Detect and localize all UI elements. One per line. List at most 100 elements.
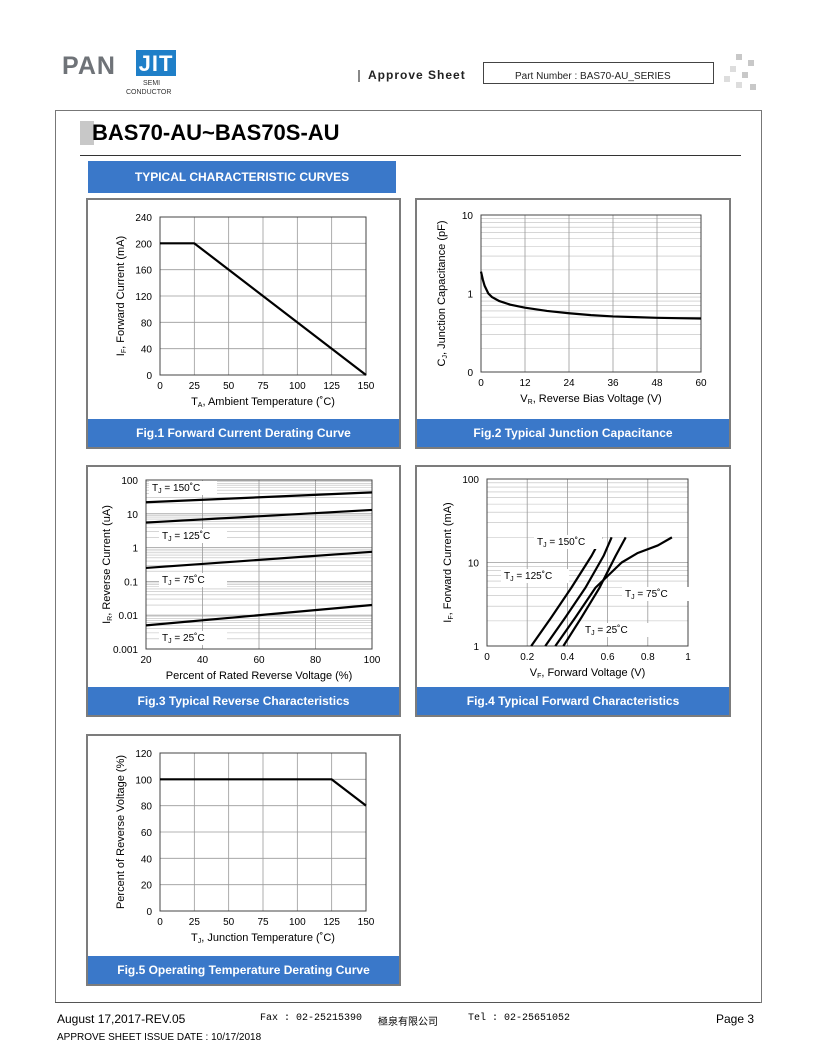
y-tick-label: 40 bbox=[141, 345, 153, 356]
series-annotation: TJ = 125˚C bbox=[162, 530, 210, 543]
series-line-0 bbox=[479, 271, 702, 320]
footer-issue-date: APPROVE SHEET ISSUE DATE : 10/17/2018 bbox=[57, 1032, 262, 1043]
title-rule bbox=[80, 155, 741, 156]
logo-jit: JIT bbox=[136, 50, 176, 76]
x-tick-label: 0 bbox=[478, 378, 484, 389]
series-line-1 bbox=[145, 508, 373, 524]
fig3-caption: Fig.3 Typical Reverse Characteristics bbox=[88, 687, 399, 715]
x-tick-label: 1 bbox=[685, 652, 691, 663]
fig2-chart: 0 12 24 36 48 60 0 1 10 VR, Reverse Bias Voltage … bbox=[436, 211, 707, 406]
series-annotation: TJ = 75˚C bbox=[625, 588, 668, 601]
x-tick-label: 125 bbox=[323, 381, 340, 392]
y-axis-label: IR, Reverse Current (uA) bbox=[101, 505, 114, 624]
annotation-bg bbox=[582, 623, 650, 637]
plot-area bbox=[145, 479, 373, 650]
annotation-bg bbox=[159, 529, 227, 543]
y-tick-label: 10 bbox=[462, 211, 474, 222]
series-line-3 bbox=[145, 603, 373, 627]
y-tick-label: 0.001 bbox=[113, 645, 138, 656]
fig5-caption: Fig.5 Operating Temperature Derating Cur… bbox=[88, 956, 399, 984]
fig2-caption: Fig.2 Typical Junction Capacitance bbox=[417, 419, 729, 447]
series-annotation: TJ = 75˚C bbox=[162, 574, 205, 587]
annotation-bg bbox=[149, 481, 217, 495]
part-number: Part Number : BAS70-AU_SERIES bbox=[515, 71, 671, 82]
page-title: BAS70-AU~BAS70S-AU bbox=[92, 120, 340, 145]
plot-area bbox=[480, 214, 702, 373]
x-axis-label: TJ, Junction Temperature (˚C) bbox=[191, 932, 335, 945]
fig2-panel: 0 12 24 36 48 60 0 1 10 VR, Reverse Bias Voltage … bbox=[415, 198, 731, 449]
x-tick-label: 12 bbox=[519, 378, 531, 389]
plot-area bbox=[159, 216, 367, 376]
annotation-bg bbox=[622, 587, 690, 601]
x-tick-label: 0.6 bbox=[601, 652, 615, 663]
x-tick-label: 48 bbox=[651, 378, 663, 389]
x-tick-label: 80 bbox=[310, 655, 322, 666]
x-tick-label: 0 bbox=[157, 917, 163, 928]
y-tick-label: 0.1 bbox=[124, 577, 138, 588]
fig1-chart: 0 25 50 75 100 125 150 0 40 80 120 160 200 240 TA, Amb… bbox=[115, 213, 375, 409]
x-tick-label: 25 bbox=[189, 917, 201, 928]
footer-date-rev: August 17,2017-REV.05 bbox=[57, 1012, 186, 1026]
approve-bar-icon bbox=[358, 70, 360, 82]
fig5-panel: 0 25 50 75 100 125 150 0 20 40 60 80 100 120 TJ, Junct… bbox=[86, 734, 401, 986]
x-tick-label: 0 bbox=[157, 381, 163, 392]
series-line-3 bbox=[562, 536, 627, 647]
section-title: TYPICAL CHARACTERISTIC CURVES bbox=[88, 161, 396, 193]
fig4-panel: 0 0.2 0.4 0.6 0.8 1 1 10 100 VF, Forward Voltage … bbox=[415, 465, 731, 717]
footer-rule bbox=[55, 1002, 760, 1003]
x-tick-label: 125 bbox=[323, 917, 340, 928]
fig5-chart: 0 25 50 75 100 125 150 0 20 40 60 80 100 120 TJ, Junct… bbox=[115, 749, 375, 945]
y-tick-label: 160 bbox=[135, 266, 152, 277]
y-tick-label: 120 bbox=[135, 292, 152, 303]
fig1-panel: 0 25 50 75 100 125 150 0 40 80 120 160 200 240 TA, Amb… bbox=[86, 198, 401, 449]
y-tick-label: 100 bbox=[121, 476, 138, 487]
y-axis-label: CJ, Junction Capacitance (pF) bbox=[436, 221, 449, 367]
y-tick-label: 100 bbox=[462, 475, 479, 486]
footer-page: Page 3 bbox=[716, 1012, 755, 1026]
y-tick-label: 10 bbox=[127, 510, 139, 521]
x-tick-label: 25 bbox=[189, 381, 201, 392]
annotation-bg bbox=[501, 569, 569, 583]
y-axis-label: IF, Forward Current (mA) bbox=[115, 236, 128, 356]
footer-tel: Tel : 02-25651052 bbox=[468, 1013, 571, 1024]
y-tick-label: 80 bbox=[141, 318, 153, 329]
series-annotation: TJ = 150˚C bbox=[152, 482, 200, 495]
series-line-0 bbox=[160, 778, 367, 807]
x-axis-label: TA, Ambient Temperature (˚C) bbox=[191, 396, 335, 409]
plot-area bbox=[159, 752, 367, 912]
y-tick-label: 200 bbox=[135, 239, 152, 250]
x-tick-label: 24 bbox=[563, 378, 575, 389]
series-annotation: TJ = 25˚C bbox=[162, 632, 205, 645]
fig4-chart: 0 0.2 0.4 0.6 0.8 1 1 10 100 VF, Forward Voltage … bbox=[442, 475, 691, 680]
series-line-0 bbox=[160, 242, 367, 376]
y-tick-label: 20 bbox=[141, 881, 153, 892]
series-line-2 bbox=[554, 536, 673, 647]
series-line-0 bbox=[530, 536, 603, 647]
series-line-1 bbox=[544, 536, 613, 647]
y-tick-label: 100 bbox=[135, 775, 152, 786]
annotation-bg bbox=[534, 535, 602, 549]
y-axis-label: IF, Forward Current (mA) bbox=[442, 502, 455, 622]
y-tick-label: 0 bbox=[467, 368, 473, 379]
fig1-caption: Fig.1 Forward Current Derating Curve bbox=[88, 419, 399, 447]
x-tick-label: 75 bbox=[257, 381, 269, 392]
logo-conductor: CONDUCTOR bbox=[126, 89, 172, 96]
x-axis-label: VR, Reverse Bias Voltage (V) bbox=[520, 393, 661, 406]
x-tick-label: 0 bbox=[484, 652, 490, 663]
pixel-decoration-icon bbox=[718, 54, 758, 94]
y-tick-label: 0 bbox=[146, 371, 152, 382]
x-tick-label: 0.8 bbox=[641, 652, 655, 663]
part-number-box bbox=[483, 62, 714, 84]
fig3-chart: 20 40 60 80 100 0.001 0.01 0.1 1 10 100 Percent of … bbox=[101, 476, 381, 682]
fig3-panel: 20 40 60 80 100 0.001 0.01 0.1 1 10 100 Percent of … bbox=[86, 465, 401, 717]
series-line-2 bbox=[145, 550, 373, 570]
x-tick-label: 150 bbox=[358, 381, 375, 392]
y-tick-label: 120 bbox=[135, 749, 152, 760]
y-axis-label: Percent of Reverse Voltage (%) bbox=[115, 755, 127, 909]
annotation-bg bbox=[159, 631, 227, 645]
series-annotation: TJ = 125˚C bbox=[504, 570, 552, 583]
x-tick-label: 50 bbox=[223, 381, 235, 392]
logo-semi: SEMI bbox=[143, 80, 161, 87]
footer-fax: Fax : 02-25215390 bbox=[260, 1013, 363, 1024]
y-tick-label: 60 bbox=[141, 828, 153, 839]
